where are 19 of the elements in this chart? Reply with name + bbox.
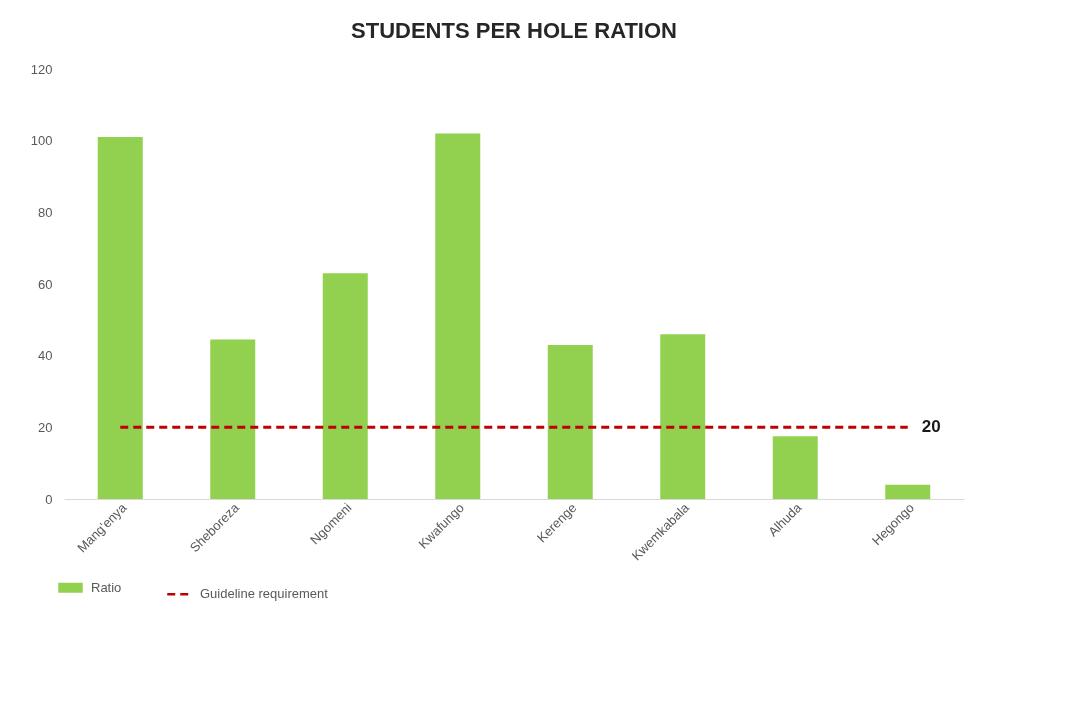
bar <box>322 273 368 499</box>
y-tick-label: 40 <box>38 348 53 364</box>
y-tick-label: 120 <box>30 61 53 77</box>
legend-label: Ratio <box>91 579 122 595</box>
y-tick-label: 20 <box>38 419 53 435</box>
bar <box>435 133 481 499</box>
bar <box>885 484 931 499</box>
data-label: 20 <box>921 417 941 437</box>
legend-label: Guideline requirement <box>200 586 329 602</box>
chart-title: STUDENTS PER HOLE RATION <box>351 18 677 43</box>
y-tick-label: 100 <box>30 133 53 149</box>
bar <box>97 137 143 499</box>
bar <box>660 334 706 499</box>
y-tick-label: 60 <box>38 276 53 292</box>
bar <box>772 436 818 499</box>
bar <box>547 344 593 499</box>
bar <box>210 339 256 499</box>
y-tick-label: 0 <box>45 491 53 507</box>
y-tick-label: 80 <box>38 204 53 220</box>
